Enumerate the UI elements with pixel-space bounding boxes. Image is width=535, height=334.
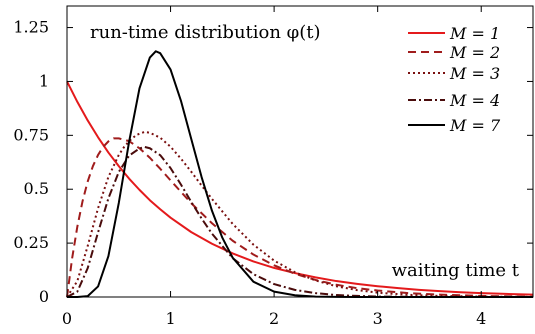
legend-label-m4: M = 4	[449, 91, 500, 110]
legend-label-m7: M = 7	[449, 116, 501, 135]
series-line-m3	[66, 130, 534, 298]
x-tick-label: 2	[269, 309, 279, 328]
series-line-m4	[66, 145, 534, 298]
legend-label-m2: M = 2	[449, 43, 500, 62]
annotation-xlabel: waiting time t	[392, 260, 520, 281]
y-tick-label: 0.25	[13, 233, 49, 252]
x-tick-label: 4	[476, 309, 486, 328]
y-tick-label: 0.5	[24, 179, 49, 198]
y-tick-label: 1	[39, 71, 49, 90]
plot-frame	[66, 5, 534, 298]
y-tick-label: 0.75	[13, 125, 49, 144]
legend-label-m1: M = 1	[449, 24, 500, 43]
x-axis: 0 1 2 3 4	[62, 6, 486, 328]
series-line-m1	[66, 80, 534, 296]
legend: M = 1M = 2 M = 3 M = 4 M = 7	[408, 24, 501, 135]
x-tick-label: 1	[165, 309, 175, 328]
x-tick-label: 3	[373, 309, 383, 328]
x-tick-label: 0	[62, 309, 72, 328]
y-axis: 0 0.25 0.5 0.75 1 1.25	[13, 18, 533, 306]
series-line-m2	[66, 137, 534, 298]
annotation-title: run-time distribution φ(t)	[90, 22, 321, 43]
legend-label-m3: M = 3	[449, 64, 500, 83]
y-tick-label: 0	[39, 287, 49, 306]
y-tick-label: 1.25	[13, 18, 49, 37]
